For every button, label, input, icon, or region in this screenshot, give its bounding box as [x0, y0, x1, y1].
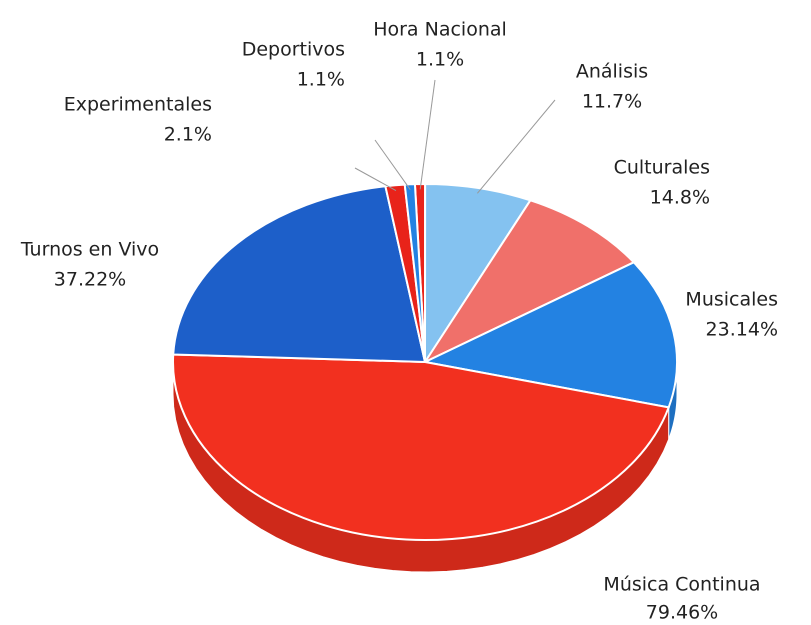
pie-slice — [172, 185, 427, 364]
slice-label: Experimentales — [64, 94, 212, 116]
slice-label: Turnos en Vivo — [20, 239, 159, 261]
slice-value: 23.14% — [706, 319, 778, 341]
slice-label: Análisis — [576, 61, 648, 83]
leader-line — [476, 99, 556, 194]
pie-slice — [422, 199, 636, 365]
leader-line — [354, 167, 397, 192]
leader-line — [374, 139, 411, 190]
slice-label: Hora Nacional — [373, 19, 507, 41]
slice-label: Culturales — [614, 157, 710, 179]
slice-value: 2.1% — [164, 124, 212, 146]
slice-label: Musicales — [685, 289, 778, 311]
slice-label: Música Continua — [603, 574, 760, 596]
slice-value: 11.7% — [582, 91, 642, 113]
pie-slice — [423, 182, 532, 366]
slice-value: 14.8% — [650, 187, 710, 209]
slice-value: 37.22% — [54, 269, 126, 291]
slice-value: 1.1% — [416, 49, 464, 71]
pie-slice — [172, 353, 671, 541]
slice-value: 79.46% — [646, 602, 718, 624]
slice-label: Deportivos — [242, 39, 345, 61]
pie-slice — [421, 261, 678, 409]
pie-slice — [403, 183, 426, 363]
slice-value: 1.1% — [297, 69, 345, 91]
leader-line — [419, 79, 436, 190]
